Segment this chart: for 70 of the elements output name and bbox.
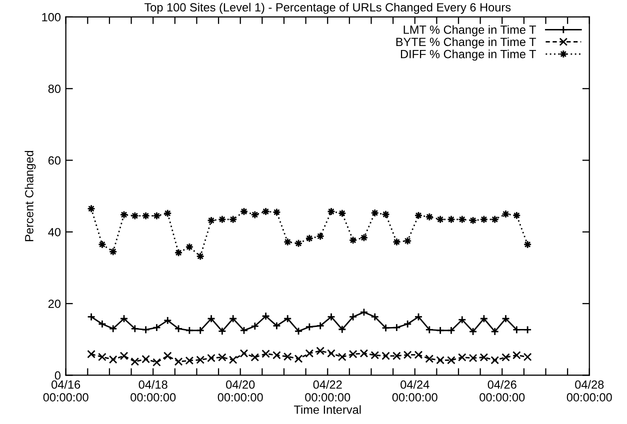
point — [403, 350, 412, 359]
point — [360, 349, 368, 358]
point — [228, 356, 238, 364]
point — [108, 355, 118, 364]
point — [305, 349, 314, 358]
y-axis-title: Percent Changed — [24, 150, 36, 242]
y-tick-label: 0 — [54, 371, 61, 380]
point — [458, 353, 466, 362]
point — [98, 352, 106, 362]
y-tick-label: 100 — [42, 12, 61, 22]
y-tick-label: 20 — [48, 300, 61, 308]
point — [272, 351, 281, 360]
x-tick-label: 04/22 00:00:00 — [305, 380, 350, 402]
point — [87, 350, 96, 358]
x-axis-title: Time Interval — [294, 405, 361, 414]
point — [228, 314, 238, 323]
x-tick-label: 04/26 00:00:00 — [480, 380, 525, 402]
point — [108, 324, 118, 333]
x-tick-label: 04/18 00:00:00 — [130, 380, 176, 402]
point — [414, 350, 423, 359]
point — [185, 356, 194, 365]
x-tick-label: 04/24 00:00:00 — [392, 380, 438, 402]
point — [294, 354, 303, 363]
point — [480, 353, 488, 362]
point — [425, 354, 434, 363]
point — [316, 346, 325, 356]
point — [480, 314, 488, 323]
point — [218, 353, 226, 362]
legend-label: BYTE % Change in Time T — [396, 37, 536, 48]
point — [142, 354, 150, 364]
point — [382, 352, 390, 360]
point — [207, 354, 216, 362]
x-tick-label: 04/20 00:00:00 — [218, 380, 263, 402]
point — [327, 349, 336, 358]
point — [490, 356, 500, 364]
point — [403, 320, 412, 328]
point — [262, 350, 270, 358]
point — [468, 327, 478, 336]
point — [283, 352, 292, 361]
point — [120, 314, 128, 323]
point — [283, 314, 292, 323]
point — [502, 353, 510, 362]
y-tick-label: 60 — [48, 156, 61, 165]
point — [163, 316, 172, 325]
y-tick-label: 40 — [48, 228, 61, 236]
point — [338, 352, 346, 362]
point — [370, 351, 380, 360]
point — [338, 325, 346, 334]
point — [262, 312, 270, 320]
legend-label: DIFF % Change in Time T — [400, 50, 536, 61]
point — [163, 352, 172, 360]
point — [512, 351, 521, 360]
point — [120, 352, 128, 360]
point — [348, 350, 358, 358]
point — [207, 314, 216, 323]
point — [468, 354, 478, 362]
point — [196, 356, 205, 364]
point — [523, 352, 532, 362]
x-tick-label: 04/16 00:00:00 — [43, 380, 88, 402]
x-tick-label: 04/28 00:00:00 — [566, 380, 612, 402]
legend-label: LMT % Change in Time T — [404, 25, 536, 36]
point — [240, 349, 248, 358]
point — [250, 353, 260, 362]
point — [436, 356, 444, 364]
point — [447, 356, 456, 364]
chart-title: Top 100 Sites (Level 1) - Percentage of URLs Changed Every 6 Hours — [144, 2, 511, 14]
y-tick-label: 80 — [48, 84, 61, 94]
point — [392, 352, 401, 360]
point — [490, 327, 500, 336]
point — [502, 314, 510, 323]
